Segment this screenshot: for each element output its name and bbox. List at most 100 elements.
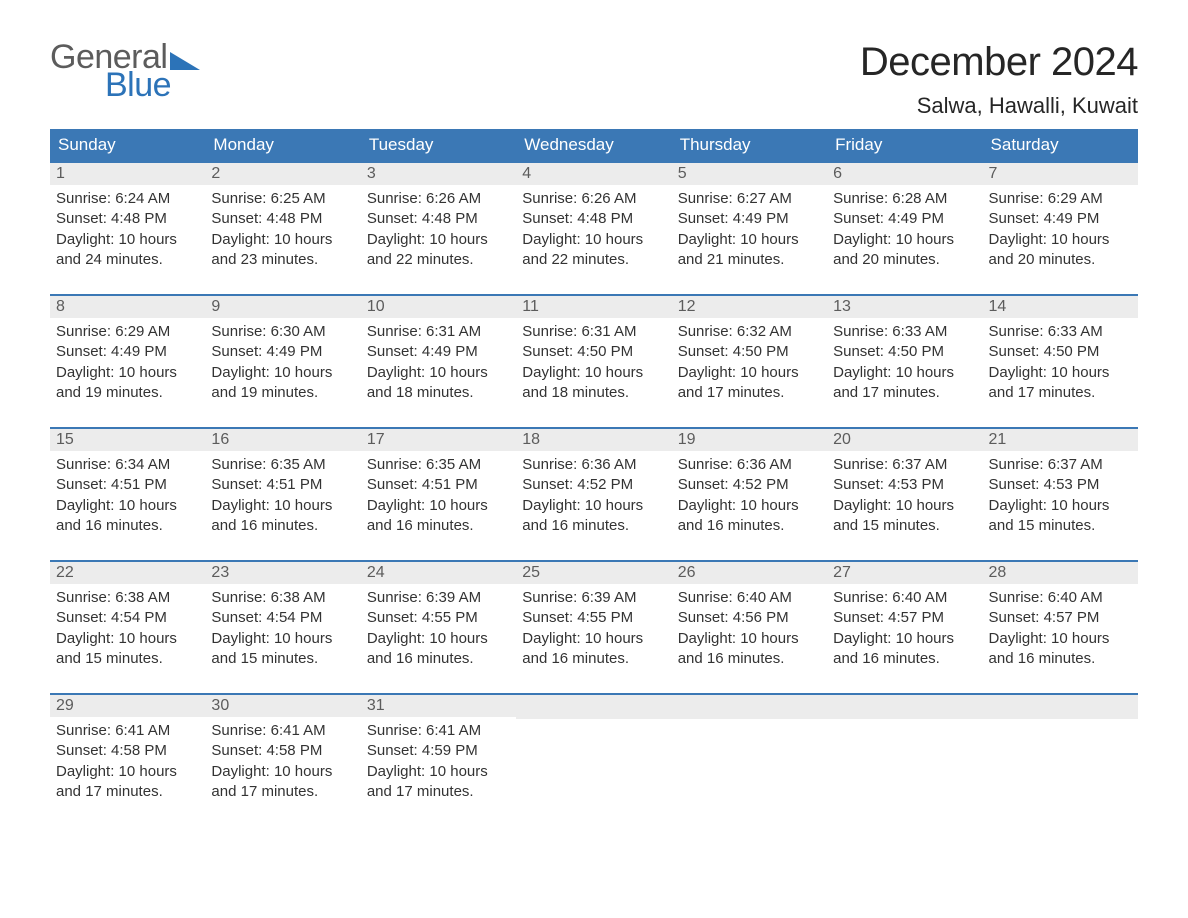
day-line: Sunset: 4:49 PM <box>367 342 510 362</box>
calendar-day-cell: 8Sunrise: 6:29 AMSunset: 4:49 PMDaylight… <box>50 295 205 428</box>
day-line: Daylight: 10 hours <box>211 629 354 649</box>
calendar-day-cell: 16Sunrise: 6:35 AMSunset: 4:51 PMDayligh… <box>205 428 360 561</box>
calendar-day-cell: 12Sunrise: 6:32 AMSunset: 4:50 PMDayligh… <box>672 295 827 428</box>
day-number: 25 <box>516 562 671 584</box>
day-content: Sunrise: 6:37 AMSunset: 4:53 PMDaylight:… <box>827 451 982 560</box>
day-line: Daylight: 10 hours <box>56 363 199 383</box>
calendar-day-cell: 11Sunrise: 6:31 AMSunset: 4:50 PMDayligh… <box>516 295 671 428</box>
calendar-week-row: 22Sunrise: 6:38 AMSunset: 4:54 PMDayligh… <box>50 561 1138 694</box>
day-number: 18 <box>516 429 671 451</box>
day-line: Sunset: 4:48 PM <box>522 209 665 229</box>
day-number: 31 <box>361 695 516 717</box>
day-line: and 20 minutes. <box>989 250 1132 270</box>
day-line: Sunrise: 6:33 AM <box>833 322 976 342</box>
day-content: Sunrise: 6:28 AMSunset: 4:49 PMDaylight:… <box>827 185 982 294</box>
calendar-day-cell: 1Sunrise: 6:24 AMSunset: 4:48 PMDaylight… <box>50 162 205 295</box>
day-line: Sunrise: 6:26 AM <box>367 189 510 209</box>
day-line: Sunrise: 6:37 AM <box>989 455 1132 475</box>
day-line: and 22 minutes. <box>367 250 510 270</box>
month-title: December 2024 <box>860 40 1138 85</box>
day-line: Daylight: 10 hours <box>211 762 354 782</box>
day-number: 24 <box>361 562 516 584</box>
calendar-day-cell: 9Sunrise: 6:30 AMSunset: 4:49 PMDaylight… <box>205 295 360 428</box>
day-line: Sunrise: 6:39 AM <box>522 588 665 608</box>
day-line: Sunrise: 6:25 AM <box>211 189 354 209</box>
day-of-week-header: Saturday <box>983 129 1138 162</box>
day-line: and 16 minutes. <box>56 516 199 536</box>
day-content: Sunrise: 6:35 AMSunset: 4:51 PMDaylight:… <box>361 451 516 560</box>
day-line: Daylight: 10 hours <box>522 629 665 649</box>
day-number: 17 <box>361 429 516 451</box>
day-line: Sunrise: 6:34 AM <box>56 455 199 475</box>
day-line: Sunrise: 6:36 AM <box>678 455 821 475</box>
day-line: Sunset: 4:55 PM <box>522 608 665 628</box>
day-number: 14 <box>983 296 1138 318</box>
day-line: and 16 minutes. <box>522 649 665 669</box>
day-content: Sunrise: 6:40 AMSunset: 4:56 PMDaylight:… <box>672 584 827 693</box>
day-line: and 19 minutes. <box>56 383 199 403</box>
day-line: Daylight: 10 hours <box>367 230 510 250</box>
day-number: 12 <box>672 296 827 318</box>
day-line: Sunset: 4:52 PM <box>522 475 665 495</box>
day-line: Sunset: 4:49 PM <box>989 209 1132 229</box>
day-line: Sunrise: 6:32 AM <box>678 322 821 342</box>
day-line: Sunrise: 6:30 AM <box>211 322 354 342</box>
day-line: Sunset: 4:57 PM <box>989 608 1132 628</box>
day-number: 26 <box>672 562 827 584</box>
day-line: and 15 minutes. <box>833 516 976 536</box>
calendar-day-cell: 25 Sunrise: 6:39 AMSunset: 4:55 PMDayligh… <box>516 561 671 694</box>
day-line: and 15 minutes. <box>211 649 354 669</box>
day-content: Sunrise: 6:41 AMSunset: 4:59 PMDaylight:… <box>361 717 516 826</box>
day-line: Sunrise: 6:36 AM <box>522 455 665 475</box>
day-line: Sunrise: 6:40 AM <box>833 588 976 608</box>
day-line: Sunset: 4:58 PM <box>56 741 199 761</box>
calendar-day-cell: 14Sunrise: 6:33 AMSunset: 4:50 PMDayligh… <box>983 295 1138 428</box>
day-line: and 16 minutes. <box>833 649 976 669</box>
day-number: 11 <box>516 296 671 318</box>
calendar-day-cell: 4Sunrise: 6:26 AMSunset: 4:48 PMDaylight… <box>516 162 671 295</box>
calendar-week-row: 15Sunrise: 6:34 AMSunset: 4:51 PMDayligh… <box>50 428 1138 561</box>
day-content: Sunrise: 6:41 AMSunset: 4:58 PMDaylight:… <box>205 717 360 826</box>
day-number: 30 <box>205 695 360 717</box>
day-line: Daylight: 10 hours <box>678 496 821 516</box>
day-line: and 17 minutes. <box>989 383 1132 403</box>
day-line: Sunrise: 6:41 AM <box>367 721 510 741</box>
day-line: Sunset: 4:53 PM <box>989 475 1132 495</box>
day-line: Daylight: 10 hours <box>522 230 665 250</box>
day-number: 20 <box>827 429 982 451</box>
day-line: Sunset: 4:58 PM <box>211 741 354 761</box>
day-content <box>672 719 827 827</box>
location-label: Salwa, Hawalli, Kuwait <box>860 93 1138 119</box>
day-line: and 16 minutes. <box>678 649 821 669</box>
day-line: and 21 minutes. <box>678 250 821 270</box>
day-line: and 15 minutes. <box>989 516 1132 536</box>
day-line: Daylight: 10 hours <box>989 230 1132 250</box>
day-line: Sunset: 4:51 PM <box>367 475 510 495</box>
day-line: Sunrise: 6:27 AM <box>678 189 821 209</box>
day-content: Sunrise: 6:29 AMSunset: 4:49 PMDaylight:… <box>50 318 205 427</box>
day-line: Sunrise: 6:40 AM <box>989 588 1132 608</box>
day-line: and 16 minutes. <box>211 516 354 536</box>
day-line: Sunrise: 6:38 AM <box>211 588 354 608</box>
day-of-week-header: Thursday <box>672 129 827 162</box>
calendar-day-cell: 26Sunrise: 6:40 AMSunset: 4:56 PMDayligh… <box>672 561 827 694</box>
day-of-week-header: Friday <box>827 129 982 162</box>
day-number: 4 <box>516 163 671 185</box>
day-line: Sunset: 4:49 PM <box>678 209 821 229</box>
day-line: and 22 minutes. <box>522 250 665 270</box>
day-line: Daylight: 10 hours <box>989 496 1132 516</box>
logo: General Blue <box>50 40 200 102</box>
calendar-week-row: 1Sunrise: 6:24 AMSunset: 4:48 PMDaylight… <box>50 162 1138 295</box>
day-line: Daylight: 10 hours <box>367 363 510 383</box>
day-content: Sunrise: 6:27 AMSunset: 4:49 PMDaylight:… <box>672 185 827 294</box>
day-number: 2 <box>205 163 360 185</box>
day-line: Sunset: 4:56 PM <box>678 608 821 628</box>
day-line: Sunset: 4:54 PM <box>211 608 354 628</box>
day-content: Sunrise: 6:41 AMSunset: 4:58 PMDaylight:… <box>50 717 205 826</box>
day-line: Daylight: 10 hours <box>211 363 354 383</box>
calendar-day-cell: 27Sunrise: 6:40 AMSunset: 4:57 PMDayligh… <box>827 561 982 694</box>
day-line: Sunrise: 6:35 AM <box>211 455 354 475</box>
day-content: Sunrise: 6:36 AMSunset: 4:52 PMDaylight:… <box>672 451 827 560</box>
day-number: 13 <box>827 296 982 318</box>
day-line: Sunset: 4:54 PM <box>56 608 199 628</box>
